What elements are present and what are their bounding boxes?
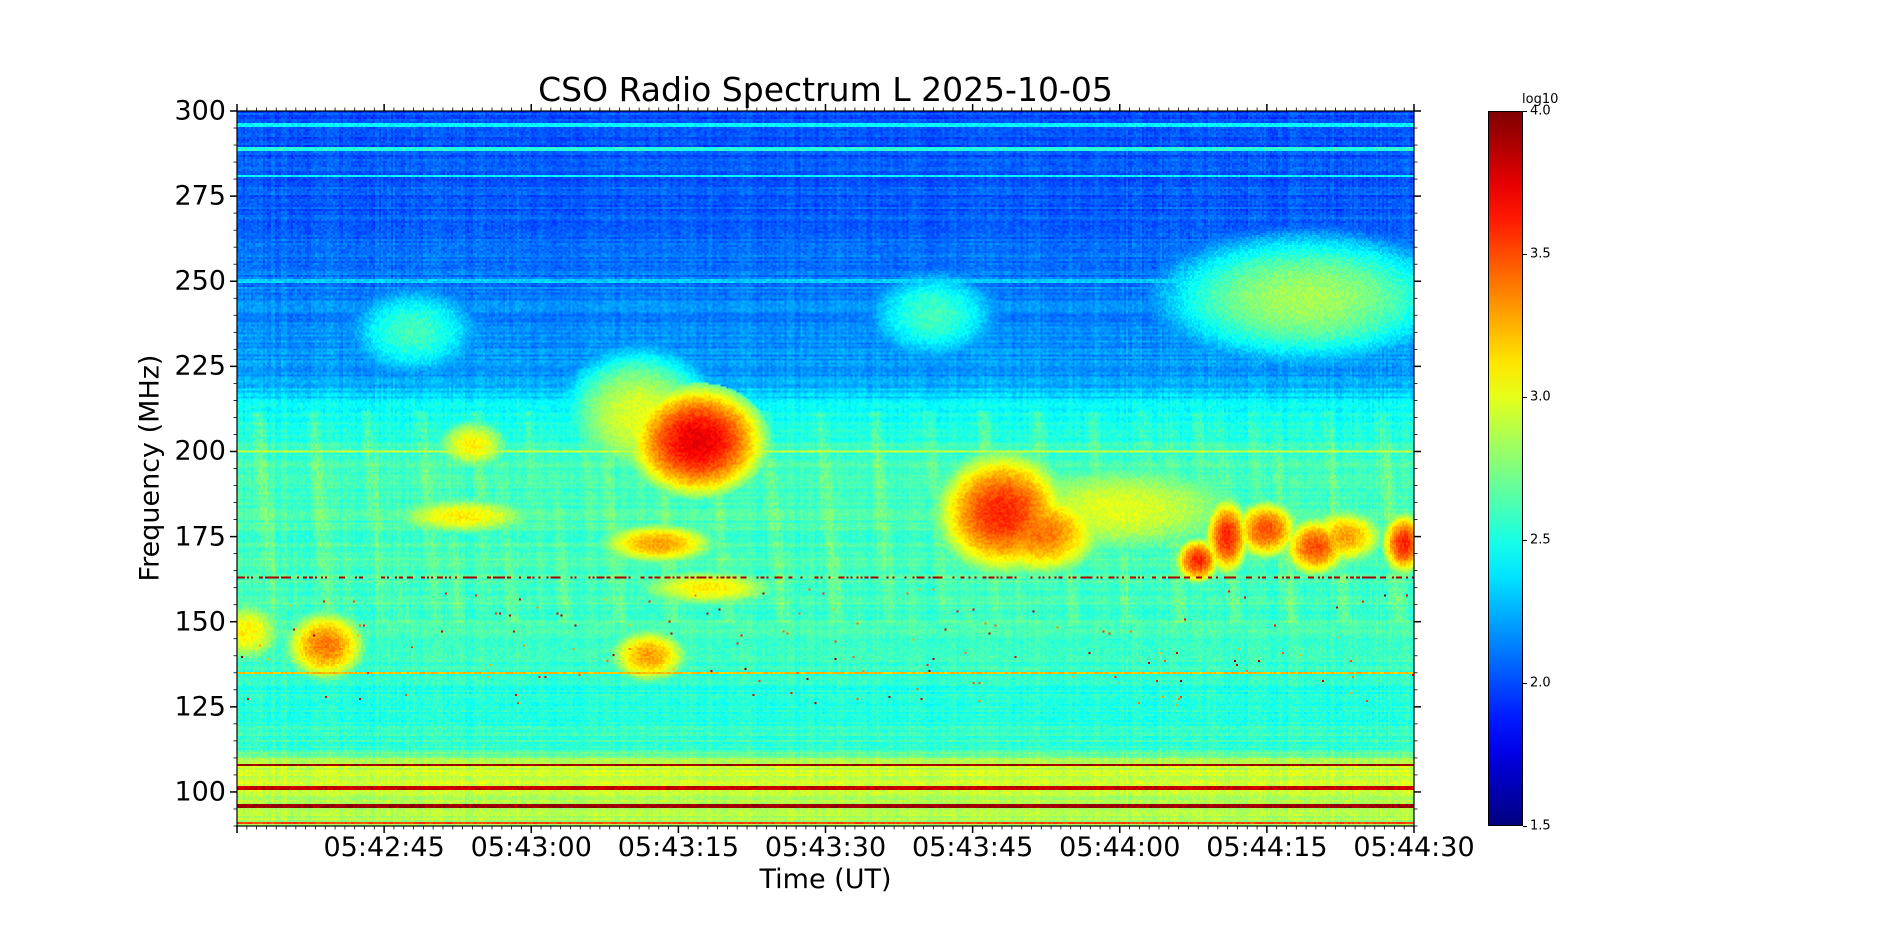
- colorbar-tick: [1523, 111, 1527, 112]
- y-tick-label: 150: [174, 606, 226, 638]
- x-tick-label: 05:44:15: [1206, 832, 1328, 863]
- x-tick-label: 05:43:45: [911, 832, 1034, 863]
- colorbar-unit-label: log10: [1522, 92, 1559, 107]
- y-tick-label: 100: [174, 776, 226, 808]
- spectrogram-heatmap: [237, 111, 1414, 826]
- colorbar-tick: [1523, 683, 1527, 684]
- colorbar-tick-label: 3.0: [1530, 389, 1551, 405]
- x-tick-label: 05:43:15: [617, 832, 740, 863]
- y-tick-label: 175: [174, 521, 226, 553]
- colorbar-tick-label: 2.0: [1530, 675, 1551, 691]
- colorbar-tick-label: 2.5: [1530, 532, 1551, 548]
- colorbar-tick-label: 3.5: [1530, 246, 1551, 262]
- x-tick-label: 05:43:00: [470, 832, 592, 863]
- colorbar-tick: [1523, 826, 1527, 827]
- colorbar-tick: [1523, 540, 1527, 541]
- y-tick-label: 200: [174, 435, 226, 467]
- y-tick-label: 250: [174, 265, 226, 297]
- x-tick-label: 05:44:30: [1353, 832, 1475, 863]
- y-tick-label: 125: [174, 691, 226, 723]
- colorbar-tick-label: 4.0: [1530, 103, 1551, 119]
- y-tick-label: 275: [174, 180, 226, 212]
- colorbar-tick: [1523, 397, 1527, 398]
- x-tick-label: 05:43:30: [764, 832, 887, 863]
- y-tick-label: 225: [174, 350, 226, 382]
- y-tick-label: 300: [174, 95, 226, 127]
- x-tick-label: 05:44:00: [1059, 832, 1181, 863]
- axes-border: [236, 110, 1415, 827]
- x-axis-label: Time (UT): [759, 864, 892, 895]
- plot-area: [230, 104, 1421, 833]
- chart-title: CSO Radio Spectrum L 2025-10-05: [538, 70, 1113, 109]
- axes-frame: [230, 104, 1421, 833]
- colorbar-tick-label: 1.5: [1530, 818, 1551, 834]
- colorbar: [1488, 111, 1523, 826]
- x-tick-label: 05:42:45: [323, 832, 445, 863]
- colorbar-tick: [1523, 254, 1527, 255]
- y-axis-label: Frequency (MHz): [134, 354, 166, 582]
